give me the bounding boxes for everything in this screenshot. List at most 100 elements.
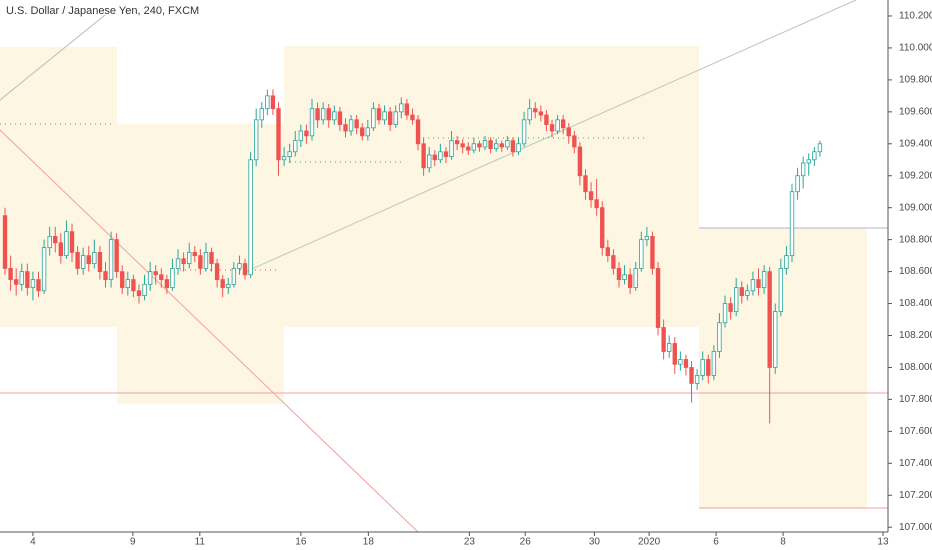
candle-body <box>527 108 532 121</box>
candle-body <box>192 252 197 257</box>
candle-body <box>795 175 800 193</box>
candle-body <box>153 271 158 276</box>
x-tick-label: 30 <box>589 537 601 548</box>
candle-body <box>583 175 588 193</box>
candle-body <box>421 143 426 169</box>
price-axis-bg <box>888 0 932 550</box>
candle-body <box>103 271 108 280</box>
candle-body <box>343 124 348 132</box>
candle-body <box>560 119 566 129</box>
session-box <box>0 47 117 327</box>
candle-body <box>360 127 365 137</box>
y-tick-label: 107.800 <box>899 394 932 405</box>
candle-body <box>538 111 544 116</box>
candle-body <box>722 303 728 324</box>
candle-body <box>41 247 47 292</box>
candle-body <box>30 279 36 288</box>
candle-body <box>627 274 633 288</box>
candle-body <box>309 108 315 137</box>
candle-body <box>298 130 304 141</box>
candle-body <box>549 124 555 132</box>
candle-body <box>120 271 125 288</box>
x-tick-label: 18 <box>363 537 375 548</box>
candle-body <box>404 103 410 116</box>
candle-body <box>778 267 784 312</box>
candle-body <box>454 140 460 145</box>
candle-body <box>488 140 493 149</box>
candle-body <box>371 108 376 129</box>
candle-body <box>789 191 795 257</box>
candle-body <box>259 108 264 121</box>
candle-body <box>784 255 789 269</box>
candle-body <box>622 274 627 280</box>
candle-body <box>242 263 248 276</box>
candle-body <box>667 343 672 352</box>
y-tick-label: 107.400 <box>899 458 932 469</box>
candle-body <box>432 154 437 161</box>
candle-body <box>566 127 571 137</box>
candle-body <box>332 111 337 121</box>
candle-body <box>209 252 214 265</box>
candle-body <box>203 252 209 269</box>
candle-body <box>25 271 30 288</box>
candle-body <box>13 279 19 285</box>
candle-body <box>248 159 253 276</box>
candle-body <box>644 236 650 241</box>
y-tick-label: 108.200 <box>899 330 932 341</box>
candle-body <box>806 159 811 164</box>
candle-body <box>588 191 594 201</box>
candle-body <box>700 359 705 376</box>
candle-body <box>499 143 504 148</box>
candle-body <box>415 119 421 145</box>
candle-body <box>650 236 655 269</box>
candle-body <box>253 119 259 161</box>
x-tick-label: 2020 <box>638 537 661 548</box>
candle-body <box>544 114 549 126</box>
candle-body <box>159 274 164 280</box>
candle-body <box>689 367 694 384</box>
y-tick-label: 110.200 <box>899 11 932 22</box>
candle-body <box>75 252 80 269</box>
candle-body <box>36 279 41 292</box>
candle-body <box>315 108 320 121</box>
candle-body <box>739 287 744 296</box>
candle-body <box>694 375 700 384</box>
candle-body <box>533 108 538 113</box>
candle-body <box>672 343 677 365</box>
candle-body <box>717 322 722 352</box>
candle-body <box>226 283 231 288</box>
candle-body <box>633 267 638 288</box>
candle-body <box>2 215 8 269</box>
candle-body <box>270 95 276 110</box>
y-tick-label: 109.800 <box>899 75 932 86</box>
candle-body <box>683 359 689 368</box>
candle-body <box>443 151 449 157</box>
candle-body <box>471 143 477 151</box>
candle-body <box>761 271 767 288</box>
candle-body <box>237 263 242 269</box>
candle-body <box>555 119 560 132</box>
candle-body <box>19 271 24 285</box>
candle-body <box>281 156 287 161</box>
candle-body <box>69 231 75 253</box>
candle-body <box>354 119 359 129</box>
candle-body <box>136 290 142 296</box>
candle-body <box>187 252 192 265</box>
candle-body <box>600 207 605 249</box>
candle-body <box>86 255 91 265</box>
candle-body <box>399 103 404 113</box>
trend-line <box>0 14 106 101</box>
y-tick-label: 110.000 <box>899 43 932 54</box>
candle-body <box>817 143 823 153</box>
session-box <box>284 46 452 327</box>
candle-body <box>53 236 58 244</box>
chart-title: U.S. Dollar / Japanese Yen, 240, FXCM <box>6 5 199 17</box>
candle-body <box>449 140 454 157</box>
candle-body <box>58 242 64 257</box>
candle-body <box>125 279 131 288</box>
candle-body <box>170 267 175 288</box>
candle-body <box>466 146 471 151</box>
candle-body <box>220 279 225 288</box>
